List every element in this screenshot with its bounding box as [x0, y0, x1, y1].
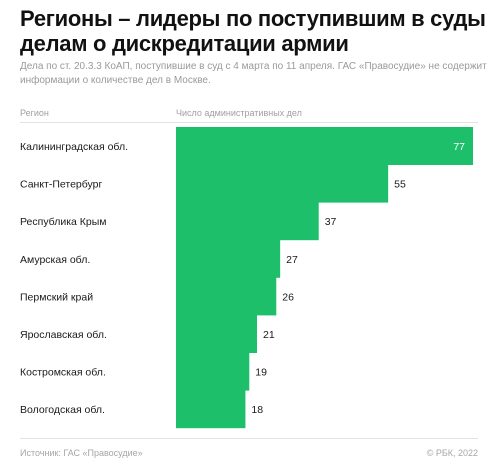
bar-3 — [176, 202, 319, 241]
bar-7 — [176, 352, 250, 391]
footer-divider — [20, 438, 478, 439]
chart-title: Регионы – лидеры по поступившим в суды д… — [20, 6, 486, 56]
source-note: Источник: ГАС «Правосудие» — [20, 448, 143, 458]
category-label-8: Вологодская обл. — [20, 404, 105, 416]
region-column-header: Регион — [20, 108, 49, 118]
category-label-5: Пермский край — [20, 291, 93, 303]
category-label-6: Ярославская обл. — [20, 329, 107, 341]
bar-2 — [176, 164, 389, 203]
value-label-4: 27 — [286, 254, 298, 266]
bar-8 — [176, 390, 246, 429]
category-label-7: Костромская обл. — [20, 367, 106, 379]
category-label-1: Калининградская обл. — [20, 141, 128, 153]
count-column-header: Число административных дел — [176, 108, 302, 118]
bar-1 — [176, 127, 473, 165]
category-label-3: Республика Крым — [20, 216, 107, 228]
value-label-5: 26 — [282, 291, 294, 303]
value-label-3: 37 — [325, 216, 337, 228]
bar-6 — [176, 315, 257, 353]
header-divider — [20, 122, 478, 123]
value-label-2: 55 — [394, 179, 406, 191]
value-label-1: 77 — [453, 141, 465, 153]
bar-4 — [176, 239, 281, 278]
value-label-8: 18 — [251, 404, 263, 416]
category-label-4: Амурская обл. — [20, 254, 90, 266]
category-label-2: Санкт-Петербург — [20, 179, 103, 191]
bar-5 — [176, 277, 277, 316]
chart-subtitle: Дела по ст. 20.3.3 КоАП, поступившие в с… — [20, 61, 487, 86]
value-label-6: 21 — [263, 329, 275, 341]
copyright-note: © РБК, 2022 — [426, 448, 478, 458]
value-label-7: 19 — [255, 367, 267, 379]
